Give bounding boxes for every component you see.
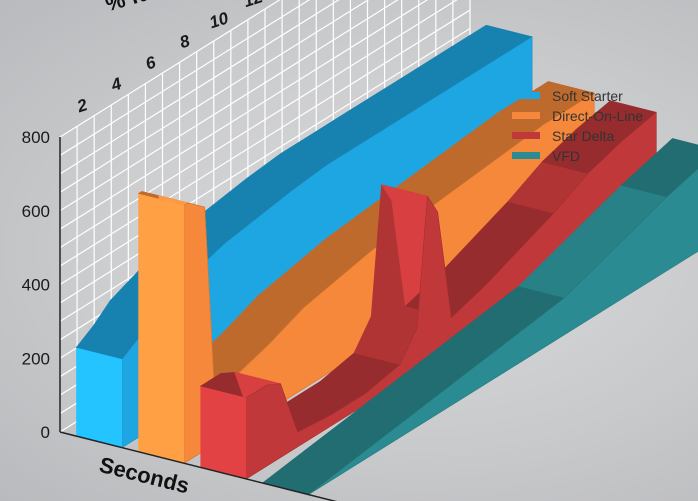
series-star-delta [199, 100, 657, 480]
grid-line-horizontal [59, 0, 370, 193]
y-tick-label: 200 [22, 349, 50, 368]
y-tick-label: 0 [41, 423, 50, 442]
series-end-cap [76, 347, 123, 448]
legend-swatch [512, 112, 540, 119]
grid-line-horizontal [59, 0, 340, 175]
legend: Soft Starter Direct-On-Line Star Delta VFD [512, 88, 643, 164]
y-tick-label: 400 [22, 276, 50, 295]
series-front-face [308, 168, 698, 495]
series-end-cap [138, 193, 185, 464]
grid-line-horizontal [59, 0, 311, 156]
axis-layer [59, 137, 338, 501]
x-tick-label: 4 [108, 74, 124, 95]
grid-line-horizontal [59, 0, 399, 212]
legend-label: Direct-On-Line [552, 108, 643, 124]
series-top-face [620, 138, 698, 198]
x-axis-depth-line [59, 431, 338, 501]
legend-swatch [512, 92, 540, 99]
legend-label: VFD [552, 148, 580, 164]
series-end-cap [200, 386, 247, 479]
series-vfd [261, 138, 698, 495]
legend-label: Star Delta [552, 128, 614, 144]
series-layer [75, 24, 698, 495]
legend-swatch [512, 132, 540, 139]
grid-line-horizontal [59, 0, 458, 249]
y-tick-label: 800 [22, 128, 50, 147]
x-tick-label: 12 [241, 0, 265, 11]
x-tick-label: 10 [207, 8, 231, 32]
legend-label: Soft Starter [552, 88, 623, 104]
y-tick-label: 600 [22, 202, 50, 221]
grid-line-horizontal [59, 27, 471, 286]
legend-swatch [512, 152, 540, 159]
grid-line-horizontal [59, 0, 281, 138]
x-tick-label: 6 [143, 52, 158, 73]
x-tick-label: 2 [74, 95, 90, 116]
grid-line-horizontal [59, 9, 471, 267]
grid-line-horizontal [59, 0, 429, 230]
series-front-face [246, 111, 657, 480]
x-tick-label: 8 [177, 31, 192, 52]
